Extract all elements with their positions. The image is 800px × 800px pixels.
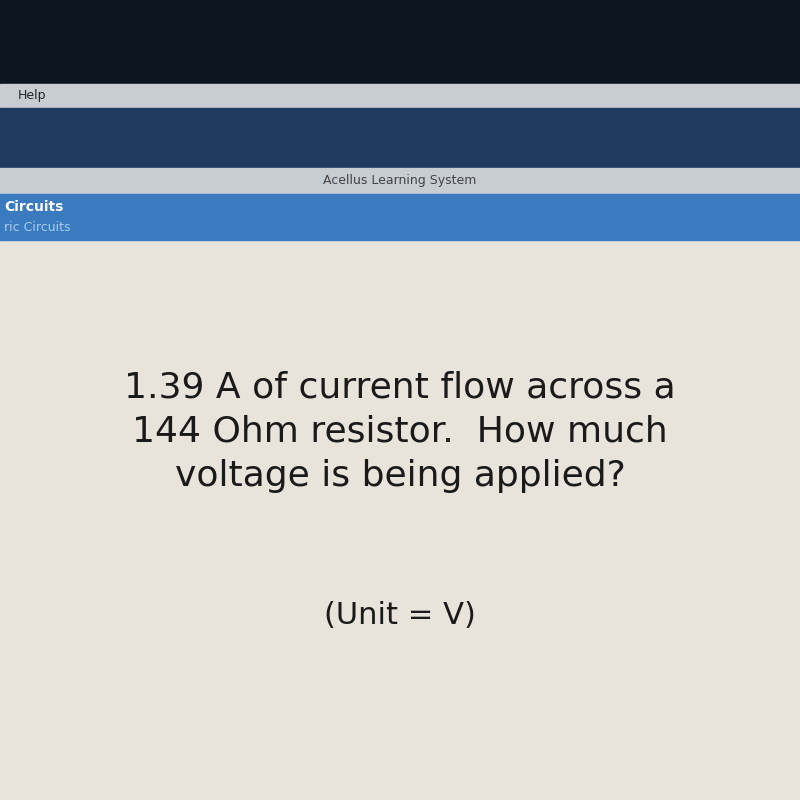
Text: (Unit = V): (Unit = V) (324, 602, 476, 630)
Text: 1.39 A of current flow across a: 1.39 A of current flow across a (124, 371, 676, 405)
Text: Acellus Learning System: Acellus Learning System (323, 174, 477, 187)
Bar (0, 194, 800, 240)
Bar (0, 0, 800, 84)
Bar (0, 240, 800, 800)
Bar (0, 108, 800, 168)
Text: ric Circuits: ric Circuits (4, 221, 70, 234)
Text: Circuits: Circuits (4, 199, 63, 214)
Text: 144 Ohm resistor.  How much: 144 Ohm resistor. How much (132, 415, 668, 449)
Text: Help: Help (18, 90, 46, 102)
Bar (0, 168, 800, 194)
Bar (0, 84, 800, 108)
Text: voltage is being applied?: voltage is being applied? (174, 459, 626, 493)
